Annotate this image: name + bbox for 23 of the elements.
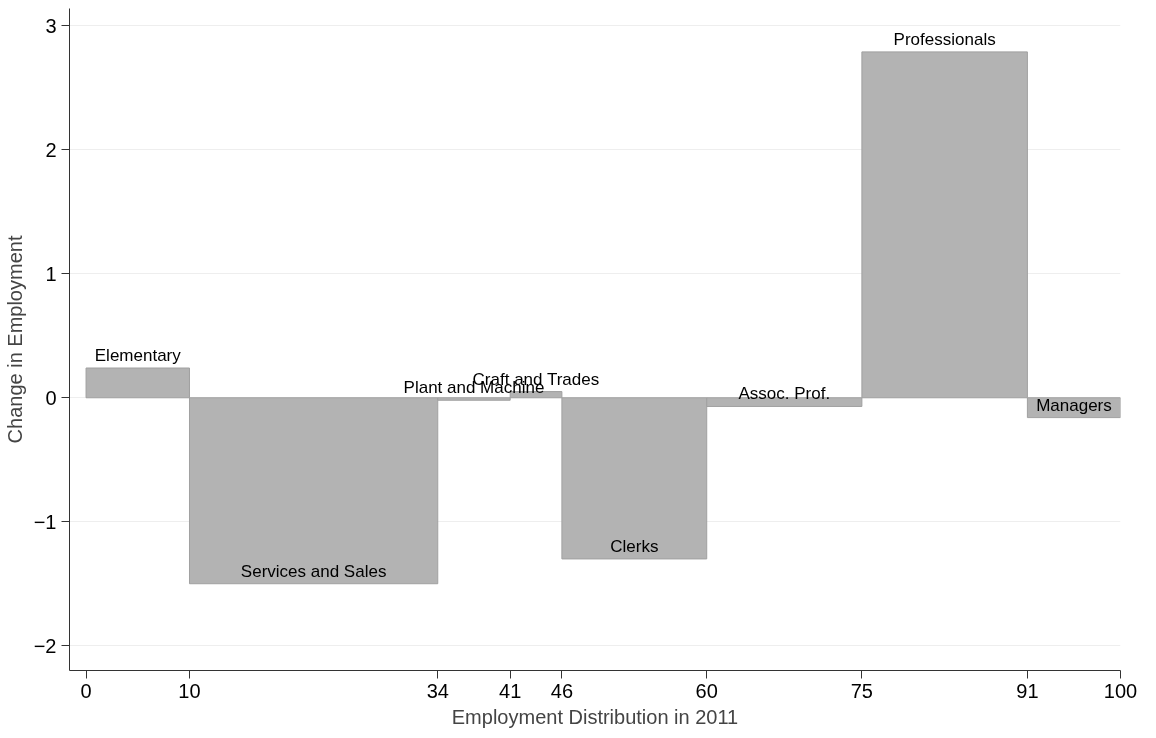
x-axis-title: Employment Distribution in 2011 xyxy=(451,705,739,728)
x-tick-label: 100 xyxy=(1103,679,1138,702)
annotation: Managers xyxy=(1036,395,1112,415)
annotation: Elementary xyxy=(94,346,182,366)
y-tick-label: −1 xyxy=(33,510,57,533)
annotation: Assoc. Prof. xyxy=(738,384,831,404)
x-tick-label: 60 xyxy=(695,679,718,702)
y-axis-title: Change in Employment xyxy=(3,235,26,444)
y-tick-label: 1 xyxy=(45,262,57,285)
x-tick-label: 91 xyxy=(1016,679,1039,702)
y-tick-label: 2 xyxy=(45,138,57,161)
annotation: Clerks xyxy=(610,536,659,556)
annotation: Professionals xyxy=(893,29,996,49)
x-tick-label: 34 xyxy=(426,679,449,702)
y-tick-label: 0 xyxy=(45,386,57,409)
y-tick-label: 3 xyxy=(45,14,57,37)
x-tick-label: 41 xyxy=(499,679,522,702)
x-tick-label: 10 xyxy=(178,679,201,702)
annotation: Services and Sales xyxy=(240,561,387,581)
x-tick-label: 46 xyxy=(550,679,574,702)
y-tick-label: −2 xyxy=(33,634,57,657)
x-tick-label: 75 xyxy=(850,679,874,702)
x-tick-label: 0 xyxy=(80,679,92,702)
